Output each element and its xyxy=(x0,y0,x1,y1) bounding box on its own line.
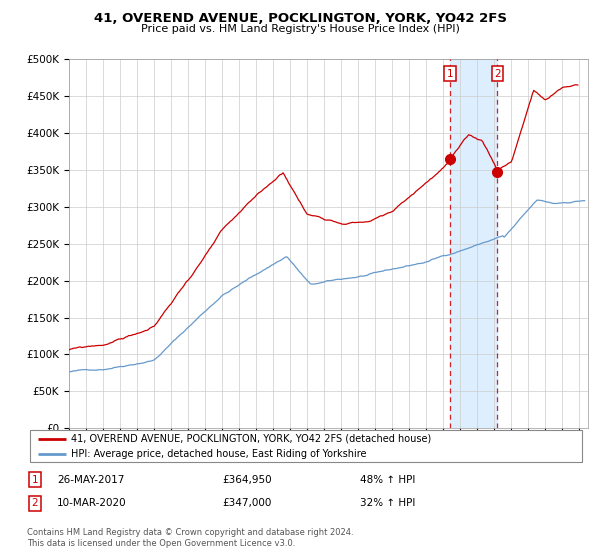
Text: 41, OVEREND AVENUE, POCKLINGTON, YORK, YO42 2FS: 41, OVEREND AVENUE, POCKLINGTON, YORK, Y… xyxy=(94,12,506,25)
Text: 2: 2 xyxy=(31,498,38,508)
Text: 10-MAR-2020: 10-MAR-2020 xyxy=(57,498,127,508)
Text: Contains HM Land Registry data © Crown copyright and database right 2024.: Contains HM Land Registry data © Crown c… xyxy=(27,528,353,536)
Text: 1: 1 xyxy=(31,475,38,485)
Text: 2: 2 xyxy=(494,68,501,78)
Text: HPI: Average price, detached house, East Riding of Yorkshire: HPI: Average price, detached house, East… xyxy=(71,449,367,459)
Text: This data is licensed under the Open Government Licence v3.0.: This data is licensed under the Open Gov… xyxy=(27,539,295,548)
Text: 32% ↑ HPI: 32% ↑ HPI xyxy=(360,498,415,508)
Text: Price paid vs. HM Land Registry's House Price Index (HPI): Price paid vs. HM Land Registry's House … xyxy=(140,24,460,34)
Bar xyxy=(450,59,497,428)
Text: 1: 1 xyxy=(446,68,453,78)
Text: 41, OVEREND AVENUE, POCKLINGTON, YORK, YO42 2FS (detached house): 41, OVEREND AVENUE, POCKLINGTON, YORK, Y… xyxy=(71,433,431,444)
FancyBboxPatch shape xyxy=(30,430,582,462)
Text: £347,000: £347,000 xyxy=(222,498,271,508)
Text: 26-MAY-2017: 26-MAY-2017 xyxy=(57,475,124,485)
Text: 48% ↑ HPI: 48% ↑ HPI xyxy=(360,475,415,485)
Text: £364,950: £364,950 xyxy=(222,475,272,485)
